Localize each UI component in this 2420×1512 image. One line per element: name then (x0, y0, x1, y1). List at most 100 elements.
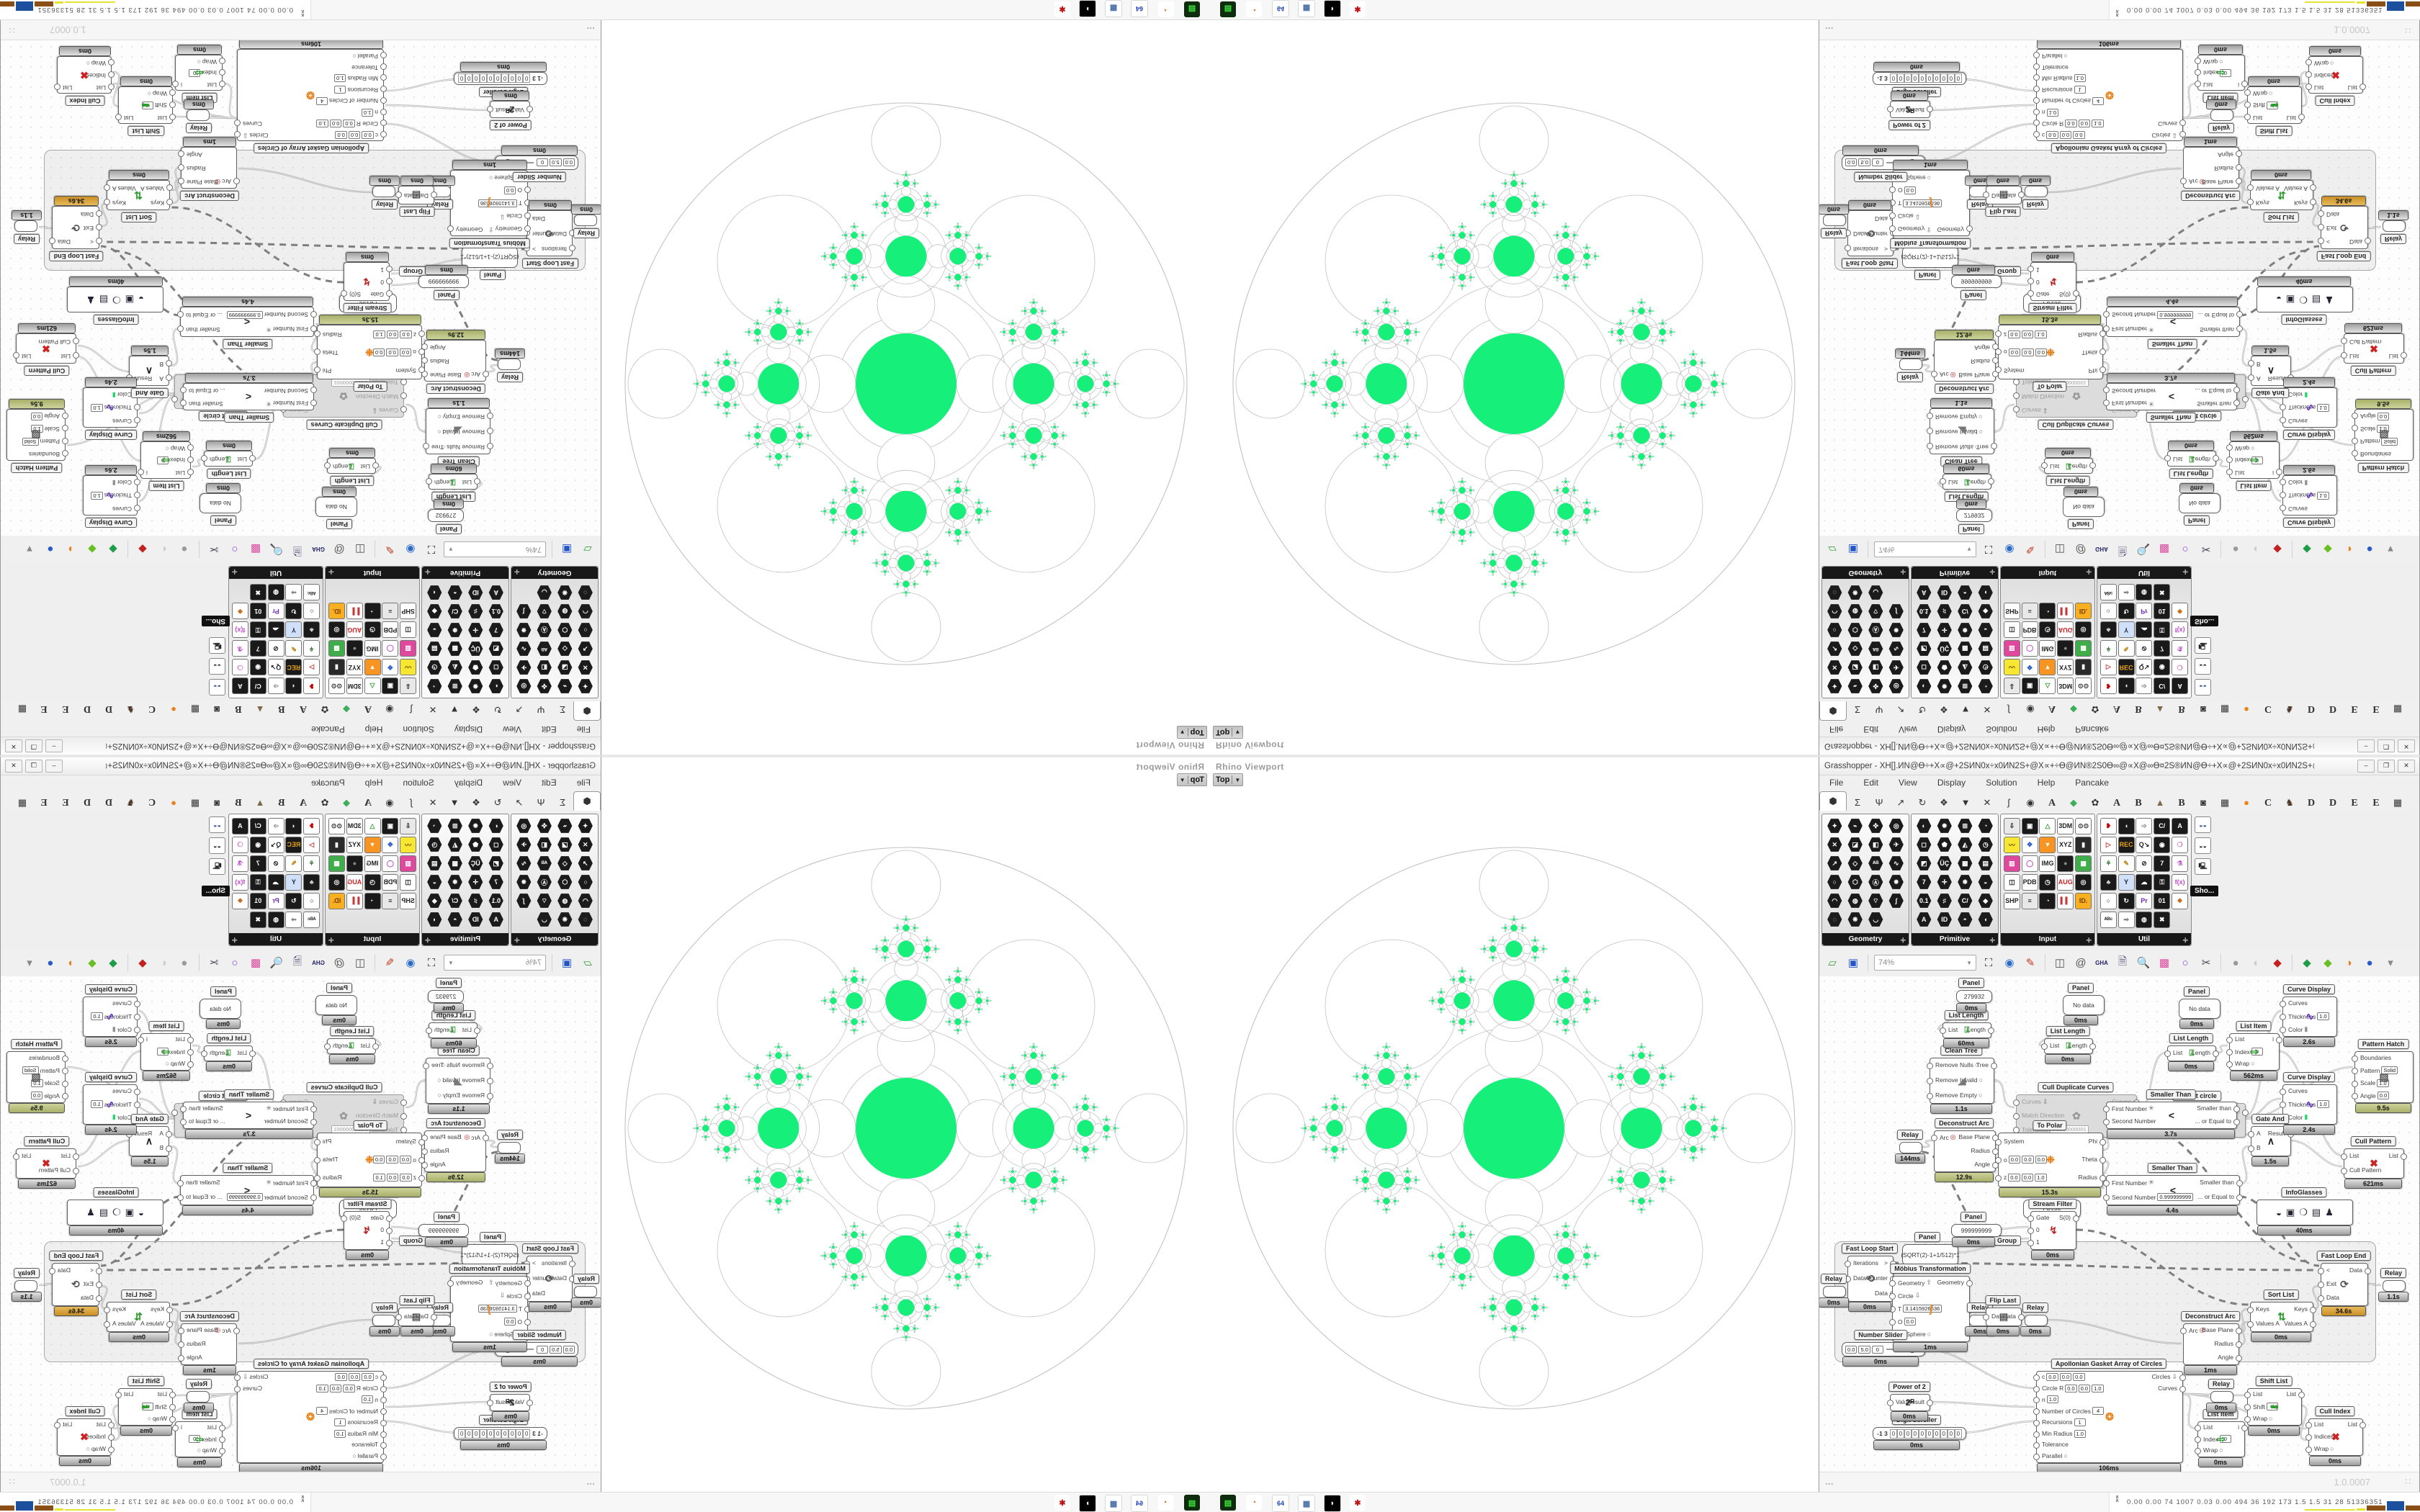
gh-node-list-length[interactable]: List Length ⍗ (426, 1022, 480, 1038)
port-jack[interactable] (310, 1180, 317, 1187)
gh-node-to-polar[interactable]: System o 0.0 0.0 0.0 z 0.0 0.0 1.0 Phi Theta Radius… (1995, 1133, 2106, 1187)
port-label[interactable]: Phi (323, 1138, 331, 1145)
palette-icon[interactable]: ◷ (1978, 660, 1993, 675)
gh-node-sort-list[interactable]: Keys Values A Keys Values A ⇅ (104, 1302, 173, 1332)
menu-solution[interactable]: Solution (1986, 724, 2017, 734)
port-value-box[interactable]: 1.0 (91, 492, 103, 500)
node-canvas[interactable]: Group Panel 279932 0ms List Length List Length… (1819, 976, 2419, 1472)
palette-icon[interactable]: ◭ (447, 660, 462, 675)
toolbar-button-zoom-fit[interactable]: ⛶ (427, 543, 436, 556)
gh-node-list-length[interactable]: List Length ⍗ (1940, 474, 1994, 490)
palette-icon[interactable]: ◌ (578, 585, 593, 600)
port-value-box[interactable]: 1.0 (2092, 120, 2104, 128)
port-jack[interactable] (2099, 1174, 2106, 1182)
port-label[interactable]: Angle (1974, 1161, 1990, 1168)
zoom-level-box[interactable]: 74% ▼ (444, 955, 546, 971)
port-jack[interactable] (2033, 120, 2040, 127)
port-label[interactable]: Counter (1866, 1274, 1888, 1282)
port-jack[interactable] (2233, 1119, 2240, 1125)
port-jack[interactable] (2305, 59, 2312, 66)
gh-node-stream-filter[interactable]: Gate 0 1 S(0) ↯ (2027, 262, 2079, 301)
port-label[interactable]: List (63, 1421, 72, 1428)
viewport-view-button[interactable]: Top ▼ (1213, 773, 1244, 786)
toolbar-button-doc-view[interactable]: 🗎 (2118, 544, 2128, 557)
port-value-box[interactable]: 0.0 (2035, 1156, 2048, 1164)
port-label[interactable]: Wrap ○ (165, 445, 185, 452)
gh-node-panel[interactable]: 279932 (1956, 990, 1992, 1003)
port-label[interactable]: Curves (243, 1385, 262, 1392)
palette-icon[interactable]: ✎ (2118, 640, 2135, 657)
palette-icon[interactable]: C/ (2154, 817, 2171, 834)
port-jack[interactable] (2233, 1106, 2240, 1112)
gh-node-relay[interactable] (574, 215, 597, 226)
port-label[interactable]: Base Plane (1959, 1133, 1990, 1140)
palette-icon[interactable]: Ⓐ (537, 623, 552, 638)
gh-node-deconstruct-arc[interactable]: Arc ◎ Base Plane Radius Angle (178, 147, 240, 189)
gh-node-shift-list[interactable]: List Shift -1 Wrap ○ List ➥ (2244, 1388, 2305, 1426)
port-jack[interactable] (73, 352, 79, 359)
toolbar-button-gem-lime[interactable]: ◆ (88, 957, 97, 969)
palette-icon[interactable]: ◩ (488, 642, 503, 657)
port-jack[interactable] (2280, 417, 2286, 423)
port-jack[interactable] (2401, 1153, 2407, 1160)
rhino-viewport[interactable]: Rhino Viewport Top ▼ (1210, 756, 1819, 1493)
gh-node-list-item[interactable]: List Index 0 Wrap ○ i ⇨ (2226, 441, 2282, 479)
port-jack[interactable] (187, 1049, 194, 1056)
port-value-box[interactable]: 1.0 (91, 1012, 103, 1020)
palette-icon[interactable]: ☁ (267, 873, 284, 891)
port-label[interactable]: Index 0 (2203, 1435, 2231, 1443)
toolbar-button-caret[interactable]: ▾ (27, 543, 32, 555)
port-value-box[interactable]: 0.0 (2059, 131, 2072, 140)
port-jack[interactable] (166, 1321, 173, 1328)
palette-icon[interactable]: C/ (447, 604, 462, 619)
port-label[interactable]: First Number ✳ (2112, 325, 2154, 334)
palette-group-name[interactable]: Primitive ✛ (1912, 567, 1998, 579)
port-jack[interactable] (2280, 404, 2286, 410)
toolbar-button-ball-orange[interactable]: ◑ (68, 543, 75, 556)
expand-icon[interactable]: ✛ (232, 568, 238, 575)
palette-icon[interactable]: ♣ (2099, 621, 2117, 639)
port-jack[interactable] (2352, 1080, 2358, 1087)
port-label[interactable]: T 3.1415926536 (1898, 1305, 1942, 1313)
port-jack[interactable] (380, 108, 387, 115)
port-value-box[interactable]: 1.0 (2317, 1100, 2329, 1108)
palette-icon[interactable]: ▦ (2075, 640, 2092, 657)
port-value-box[interactable]: -1 (2267, 1403, 2279, 1410)
palette-icon[interactable]: ◉ (249, 659, 266, 676)
port-jack[interactable] (2244, 102, 2251, 108)
port-label[interactable]: A (159, 375, 163, 382)
port-label[interactable]: Exit (2326, 225, 2336, 232)
port-label[interactable]: Remove Empty ○ (1935, 413, 1983, 420)
port-label[interactable]: System (2004, 367, 2024, 374)
palette-icon[interactable]: ➩ (2136, 817, 2153, 834)
toolbar-button-open-file[interactable]: ▱ (583, 543, 592, 555)
port-jack[interactable] (2027, 265, 2034, 272)
gh-node-curve-display[interactable]: Curves Thickness 1.0 Color ▮ ∿ (83, 1084, 140, 1125)
palette-icon[interactable]: ● (2057, 855, 2074, 872)
gh-node-relay[interactable] (372, 1315, 395, 1326)
palette-icon[interactable]: ✦ (578, 679, 593, 694)
title-bar[interactable]: Grasshopper - XH[].ИN@Ө÷+X∝@+2SИN0x÷x0ИN… (1819, 757, 2419, 775)
palette-group-name[interactable]: Primitive ✛ (1912, 933, 1998, 945)
port-jack[interactable] (2195, 1436, 2201, 1443)
port-jack[interactable] (177, 1194, 184, 1201)
port-jack[interactable] (169, 1404, 176, 1410)
port-label[interactable]: List (2253, 1390, 2262, 1398)
port-jack[interactable] (2318, 1295, 2324, 1302)
port-jack[interactable] (2401, 352, 2407, 359)
palette-tab[interactable]: ↻ (1918, 704, 1927, 715)
port-jack[interactable] (2341, 1153, 2347, 1160)
palette-icon[interactable]: ○ (2099, 603, 2117, 620)
palette-tab[interactable]: ⬢ (1819, 791, 1847, 811)
palette-tab[interactable]: ✕ (1983, 704, 1991, 715)
port-jack[interactable] (426, 478, 432, 485)
port-label[interactable]: Exit (2326, 1280, 2336, 1287)
port-label[interactable]: List (61, 1152, 71, 1159)
palette-icon[interactable]: ⊘ (2136, 640, 2153, 657)
palette-icon[interactable]: PDB (2021, 873, 2038, 891)
gh-node-panel[interactable]: No data (2179, 999, 2220, 1019)
palette-icon[interactable]: 〰 (2003, 836, 2020, 853)
port-jack[interactable] (2226, 444, 2233, 451)
port-jack[interactable] (2352, 1055, 2358, 1062)
port-label[interactable]: Length (2192, 1049, 2210, 1056)
